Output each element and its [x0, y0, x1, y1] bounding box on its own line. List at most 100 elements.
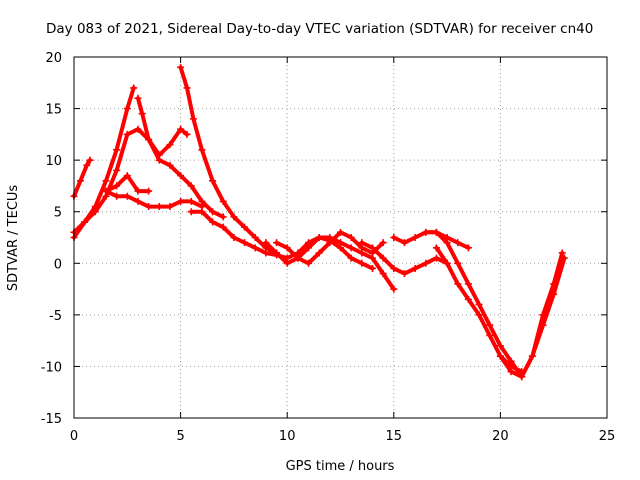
- data-point: [187, 197, 195, 205]
- y-axis-title: SDTVAR / TECUs: [6, 185, 21, 292]
- data-point: [113, 192, 121, 200]
- data-point: [432, 244, 440, 252]
- data-point: [113, 182, 121, 190]
- series-track-10: [273, 228, 387, 267]
- data-point: [454, 280, 462, 288]
- axis-ticks: 0 5 10 15 20 25 -15 -10 -5 0 5 10 15 20: [41, 51, 616, 444]
- data-point: [368, 244, 376, 252]
- data-point: [262, 249, 270, 257]
- data-point: [177, 125, 185, 133]
- data-point: [251, 244, 259, 252]
- data-point: [486, 331, 494, 339]
- data-point: [262, 239, 270, 247]
- data-point: [475, 301, 483, 309]
- data-point: [241, 239, 249, 247]
- data-point: [145, 136, 153, 144]
- series-track-9: [262, 234, 398, 293]
- y-tick-label: -15: [41, 412, 62, 427]
- data-point: [273, 239, 281, 247]
- data-point: [76, 177, 84, 185]
- data-point: [209, 177, 217, 185]
- data-point: [187, 208, 195, 216]
- series-line: [423, 230, 565, 379]
- data-point: [518, 373, 526, 381]
- series-line: [72, 85, 136, 240]
- data-point: [379, 254, 387, 262]
- data-point: [347, 244, 355, 252]
- data-point: [134, 197, 142, 205]
- data-point: [123, 105, 131, 113]
- data-point: [558, 249, 566, 257]
- chart-title: Day 083 of 2021, Sidereal Day-to-day VTE…: [46, 21, 593, 37]
- data-point: [113, 166, 121, 174]
- data-point: [189, 115, 197, 123]
- data-point: [475, 311, 483, 319]
- data-point: [358, 239, 366, 247]
- series-line: [72, 127, 189, 235]
- data-point: [443, 239, 451, 247]
- data-point: [113, 146, 121, 154]
- data-point: [102, 187, 110, 195]
- series-track-6: [134, 94, 227, 221]
- series-track-5: [102, 172, 153, 195]
- y-tick-label: -5: [49, 309, 62, 324]
- data-point: [283, 244, 291, 252]
- data-point: [305, 259, 313, 267]
- data-point: [422, 259, 430, 267]
- data-point: [539, 321, 547, 329]
- data-point: [443, 259, 451, 267]
- data-point: [379, 239, 387, 247]
- data-point: [507, 368, 515, 376]
- data-point: [145, 203, 153, 211]
- data-point: [187, 182, 195, 190]
- data-point: [209, 208, 217, 216]
- data-point: [528, 352, 536, 360]
- data-point: [379, 270, 387, 278]
- data-point: [134, 94, 142, 102]
- data-point: [400, 270, 408, 278]
- data-point: [198, 146, 206, 154]
- x-tick-label: 15: [386, 429, 403, 444]
- data-point: [155, 203, 163, 211]
- data-point: [230, 213, 238, 221]
- data-point: [138, 110, 146, 118]
- data-point: [251, 234, 259, 241]
- data-point: [130, 84, 138, 92]
- data-point: [368, 264, 376, 272]
- data-point: [155, 156, 163, 164]
- data-point: [326, 239, 334, 247]
- series-track-4: [102, 187, 206, 211]
- data-point: [486, 321, 494, 329]
- series-line: [136, 96, 226, 219]
- grid: [74, 57, 607, 418]
- data-point: [183, 130, 191, 138]
- data-point: [134, 125, 142, 133]
- series-line: [104, 189, 204, 209]
- data-point: [166, 141, 174, 149]
- data-point: [209, 218, 217, 226]
- data-point: [198, 208, 206, 216]
- y-tick-label: -10: [41, 360, 62, 375]
- series-track-15: [496, 254, 568, 381]
- data-point: [81, 218, 89, 226]
- data-point: [454, 259, 462, 267]
- x-tick-label: 5: [176, 429, 184, 444]
- y-tick-label: 20: [45, 51, 62, 66]
- data-point: [145, 187, 153, 195]
- data-point: [347, 234, 355, 241]
- data-point: [123, 192, 131, 200]
- data-point: [230, 234, 238, 241]
- data-point: [177, 197, 185, 205]
- data-point: [432, 228, 440, 236]
- x-tick-label: 20: [492, 429, 509, 444]
- data-point: [390, 234, 398, 241]
- data-point: [550, 290, 558, 298]
- y-tick-label: 15: [45, 103, 62, 118]
- y-tick-label: 5: [54, 206, 62, 221]
- data-point: [123, 130, 131, 138]
- data-point: [219, 197, 227, 205]
- x-axis-title: GPS time / hours: [286, 459, 395, 474]
- data-point: [241, 223, 249, 231]
- data-point: [166, 203, 174, 211]
